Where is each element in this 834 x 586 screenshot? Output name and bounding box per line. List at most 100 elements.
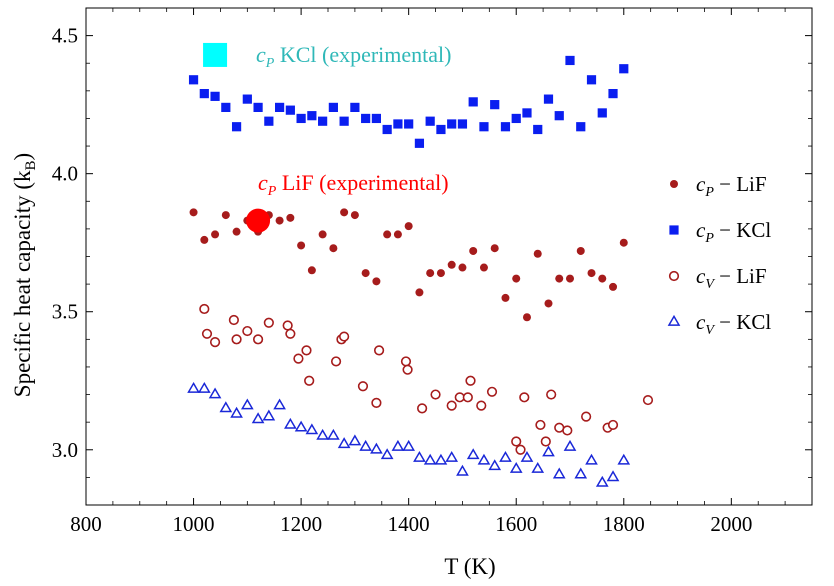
legend-cv-kcl-text: − KCl xyxy=(714,310,772,334)
cv-lif-point xyxy=(400,356,412,367)
y-tick-label: 4.5 xyxy=(52,24,78,48)
cv-lif-point xyxy=(357,381,369,392)
legend-cv-lif: cV − LiF xyxy=(668,264,767,292)
cv-lif-point xyxy=(402,364,413,375)
cv-lif-point xyxy=(231,334,242,345)
cp-kcl-point xyxy=(414,138,425,148)
cp-lif-point xyxy=(350,211,359,220)
cv-kcl-point xyxy=(477,453,491,465)
cv-kcl-point xyxy=(197,381,211,393)
cv-kcl-point xyxy=(445,450,459,462)
cv-lif-point xyxy=(339,331,350,342)
kcl-experimental-marker xyxy=(203,42,228,67)
legend-cp-lif-label: cP − LiF xyxy=(696,172,767,200)
cp-lif-point xyxy=(393,230,402,239)
cp-kcl-point xyxy=(221,102,231,112)
lif-experimental-label-text: LiF (experimental) xyxy=(276,170,448,195)
cp-lif-point xyxy=(200,235,209,244)
cp-lif-point xyxy=(544,299,553,308)
cp-kcl-point xyxy=(543,94,554,104)
cv-kcl-point xyxy=(305,423,319,435)
cp-lif-point xyxy=(436,269,445,278)
legend-cv-kcl-marker xyxy=(667,314,681,326)
cp-kcl-point xyxy=(565,55,575,66)
cv-lif-point xyxy=(446,400,457,411)
x-tick-label: 2000 xyxy=(710,512,752,536)
cp-lif-point xyxy=(598,274,607,283)
cv-kcl-point xyxy=(316,428,329,440)
y-axis-title-sub: B xyxy=(23,160,39,170)
axis-ticks xyxy=(85,7,813,506)
cv-lif-point xyxy=(642,394,654,406)
cv-lif-point xyxy=(581,411,592,422)
cv-kcl-point xyxy=(402,439,416,451)
kcl-experimental-label-text: KCl (experimental) xyxy=(274,42,451,67)
cv-lif-point xyxy=(201,328,213,339)
cv-kcl-point xyxy=(617,453,631,465)
cp-lif-point xyxy=(189,208,198,217)
cp-lif-point xyxy=(307,266,316,275)
cv-kcl-point xyxy=(240,398,254,410)
cp-lif-point xyxy=(361,269,370,278)
cv-kcl-point xyxy=(606,470,620,482)
cp-kcl-point xyxy=(619,64,629,74)
cv-lif-point xyxy=(535,419,546,431)
cv-lif-point xyxy=(330,356,342,367)
cv-lif-point xyxy=(417,403,428,414)
cp-lif-point xyxy=(340,208,349,217)
legend-cp-kcl-label: cP − KCl xyxy=(696,218,771,246)
legend-cp-kcl-sub: P xyxy=(704,231,714,246)
y-tick-label: 3.5 xyxy=(52,300,78,324)
cp-lif-point xyxy=(372,277,381,286)
y-axis-title: Specific heat capacity (kB) xyxy=(10,153,39,397)
cv-lif-point xyxy=(293,353,304,364)
cp-kcl-point xyxy=(447,119,457,129)
cv-lif-point xyxy=(209,336,221,348)
x-tick-label: 800 xyxy=(70,512,102,536)
cv-lif-points xyxy=(199,303,654,455)
cv-kcl-point xyxy=(423,453,437,465)
cp-kcl-point xyxy=(533,124,543,135)
cv-kcl-point xyxy=(413,450,426,462)
cp-kcl-point xyxy=(576,122,586,132)
cv-kcl-point xyxy=(337,437,351,449)
cv-kcl-point xyxy=(370,442,383,454)
lif-experimental-label-sub: P xyxy=(267,184,277,199)
kcl-experimental-label-symbol: c xyxy=(256,42,266,67)
cp-lif-point xyxy=(512,274,521,283)
cv-kcl-point xyxy=(187,381,200,393)
cp-lif-point xyxy=(479,263,488,272)
kcl-experimental-label-sub: P xyxy=(265,56,275,71)
cv-lif-point xyxy=(228,314,239,326)
cp-kcl-point xyxy=(425,116,435,126)
cp-kcl-point xyxy=(393,119,403,129)
x-tick-label: 1400 xyxy=(388,512,430,536)
cp-lif-point xyxy=(619,238,628,247)
lif-experimental-label: cP LiF (experimental) xyxy=(258,170,449,199)
legend-cv-lif-symbol: c xyxy=(696,264,706,288)
cp-kcl-point xyxy=(350,102,360,112)
cv-kcl-point xyxy=(520,450,534,462)
cv-kcl-point xyxy=(219,401,233,413)
cv-lif-point xyxy=(511,436,522,447)
cp-lif-point xyxy=(286,213,295,222)
cv-kcl-point xyxy=(499,450,512,462)
lif-experimental-label-symbol: c xyxy=(258,170,268,195)
cp-kcl-point xyxy=(457,119,468,129)
x-tick-label: 1800 xyxy=(603,512,645,536)
cv-kcl-point xyxy=(380,448,394,460)
legend-cv-lif-text: − LiF xyxy=(714,264,767,288)
cp-lif-point xyxy=(426,269,435,278)
legend-cp-kcl-symbol: c xyxy=(696,218,706,242)
cv-lif-point xyxy=(373,345,385,356)
cv-lif-point xyxy=(199,303,210,315)
cv-lif-point xyxy=(371,397,382,408)
cv-lif-point xyxy=(607,419,619,431)
cv-kcl-point xyxy=(574,467,588,479)
cv-lif-point xyxy=(304,375,315,386)
y-axis-title-close: ) xyxy=(10,153,35,161)
legend-cp-kcl: cP − KCl xyxy=(669,218,771,246)
cv-lif-point xyxy=(282,320,293,331)
cv-kcl-point xyxy=(262,409,276,421)
